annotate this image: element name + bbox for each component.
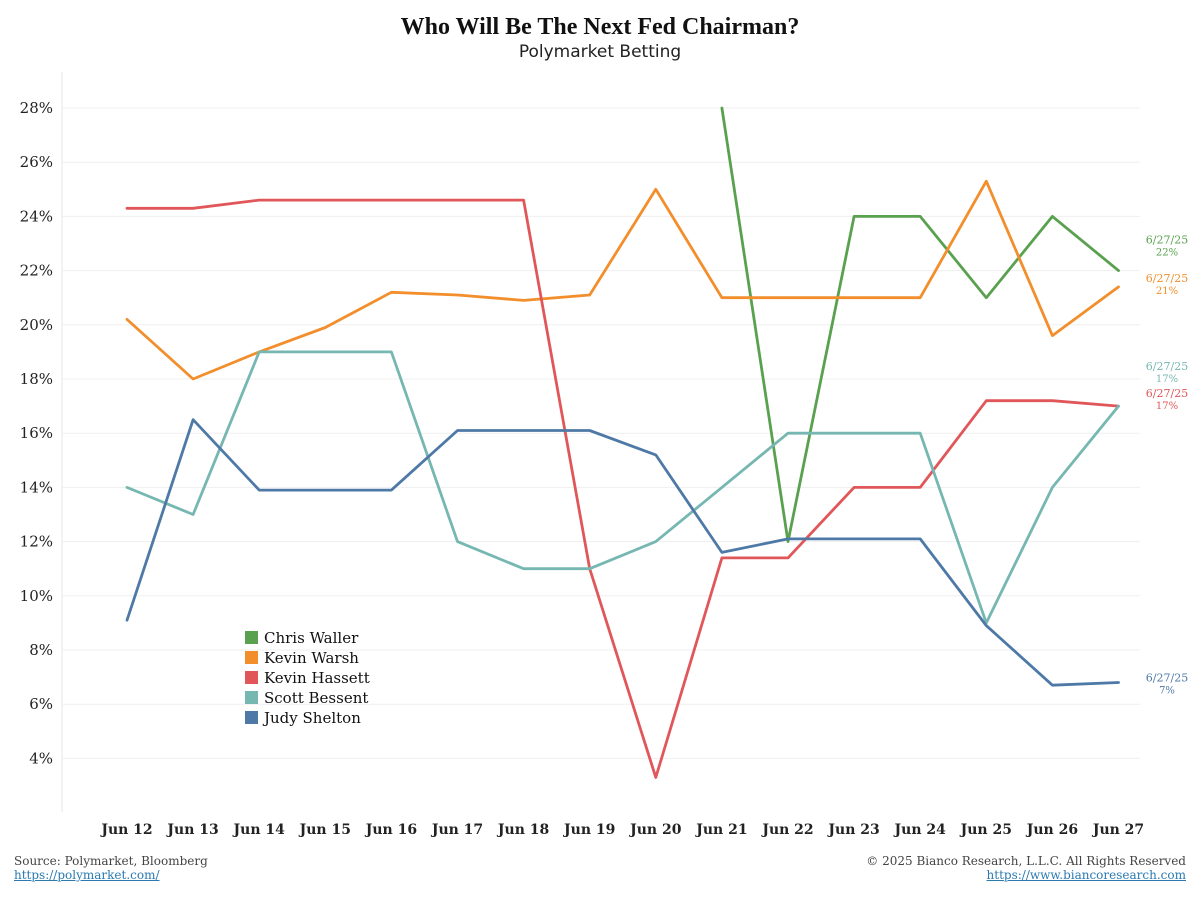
legend-swatch: [245, 671, 258, 684]
y-tick-label: 18%: [20, 370, 53, 388]
end-label-date: 6/27/25: [1146, 387, 1188, 400]
legend-label: Kevin Warsh: [264, 649, 359, 667]
series-line-scott-bessent: [125, 350, 1120, 625]
end-label-date: 6/27/25: [1146, 234, 1188, 247]
x-tick-label: Jun 22: [760, 822, 813, 838]
copyright-link-wrap: https://www.biancoresearch.com: [987, 868, 1186, 882]
chart-subtitle: Polymarket Betting: [518, 42, 682, 62]
x-tick-label: Jun 19: [562, 822, 615, 838]
y-tick-label: 28%: [20, 99, 53, 117]
source-link[interactable]: https://polymarket.com/: [14, 868, 160, 882]
y-tick-label: 24%: [20, 207, 53, 225]
x-tick-label: Jun 25: [959, 822, 1012, 838]
legend-swatch: [245, 691, 258, 704]
x-tick-label: Jun 23: [826, 822, 879, 838]
legend-swatch: [245, 711, 258, 724]
end-label-value: 21%: [1156, 286, 1178, 297]
legend-swatch: [245, 651, 258, 664]
x-tick-label: Jun 26: [1025, 822, 1078, 838]
source-link-wrap: https://polymarket.com/: [14, 868, 160, 882]
x-tick-label: Jun 14: [232, 822, 286, 838]
y-tick-label: 8%: [29, 641, 53, 659]
copyright-link[interactable]: https://www.biancoresearch.com: [986, 868, 1186, 882]
end-label-date: 6/27/25: [1146, 672, 1188, 685]
source-note: Source: Polymarket, Bloomberg: [14, 854, 208, 868]
x-tick-label: Jun 16: [364, 822, 417, 838]
legend-label: Chris Waller: [264, 629, 359, 647]
x-tick-label: Jun 12: [99, 822, 152, 838]
chart-title: Who Will Be The Next Fed Chairman?: [400, 14, 800, 40]
x-tick-label: Jun 18: [496, 822, 549, 838]
x-tick-label: Jun 13: [165, 822, 218, 838]
y-tick-label: 12%: [20, 533, 53, 551]
end-label-value: 17%: [1156, 401, 1178, 412]
series-line-kevin-hassett: [125, 198, 1120, 779]
series-line-judy-shelton: [125, 418, 1120, 687]
legend-label: Judy Shelton: [262, 709, 361, 727]
y-tick-label: 20%: [20, 316, 53, 334]
legend-swatch: [245, 631, 258, 644]
series-line-kevin-warsh: [125, 179, 1120, 381]
y-tick-label: 22%: [20, 262, 53, 280]
x-tick-label: Jun 15: [298, 822, 351, 838]
end-label-value: 7%: [1159, 686, 1175, 697]
y-tick-label: 6%: [29, 695, 53, 713]
x-tick-label: Jun 20: [628, 822, 682, 838]
y-tick-label: 14%: [20, 478, 53, 496]
end-label-date: 6/27/25: [1146, 360, 1188, 373]
x-tick-label: Jun 24: [893, 822, 947, 838]
end-label-date: 6/27/25: [1146, 272, 1188, 285]
y-tick-label: 4%: [29, 749, 53, 767]
legend-label: Kevin Hassett: [264, 669, 370, 687]
end-label-value: 22%: [1156, 248, 1178, 259]
y-tick-label: 26%: [20, 153, 53, 171]
y-tick-label: 10%: [20, 587, 53, 605]
x-tick-label: Jun 17: [430, 822, 483, 838]
series-line-chris-waller: [720, 106, 1120, 543]
y-tick-label: 16%: [20, 424, 53, 442]
legend-label: Scott Bessent: [264, 689, 368, 707]
x-tick-label: Jun 21: [694, 822, 747, 838]
copyright-note: © 2025 Bianco Research, L.L.C. All Right…: [866, 854, 1186, 868]
x-tick-label: Jun 27: [1091, 822, 1144, 838]
end-label-value: 17%: [1156, 374, 1178, 385]
